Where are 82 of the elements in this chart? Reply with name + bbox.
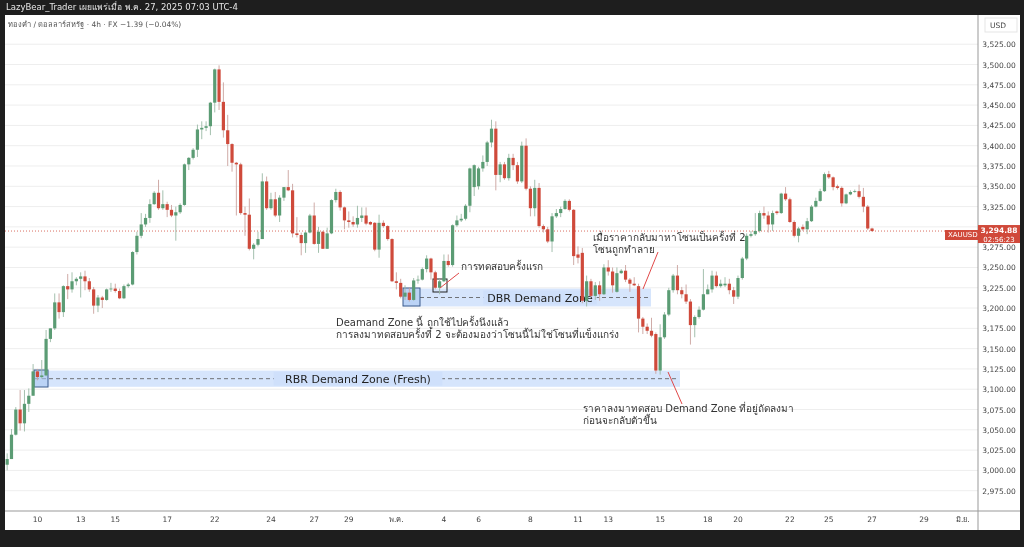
candlestick xyxy=(762,206,766,220)
annotation: เมื่อราคากลับมาหาโซนเป็นครั้งที่ 2 โซนถูกทำลาย xyxy=(593,232,746,255)
candlestick xyxy=(347,211,351,229)
candlestick xyxy=(40,359,44,380)
candlestick xyxy=(861,187,865,213)
candlestick xyxy=(745,232,749,261)
candlestick xyxy=(866,204,870,231)
candlestick xyxy=(394,271,398,290)
candlestick xyxy=(779,192,783,215)
candlestick xyxy=(515,161,520,185)
candlestick xyxy=(740,256,744,281)
candlestick xyxy=(156,179,161,211)
candlestick xyxy=(174,206,178,242)
candlestick xyxy=(615,267,619,294)
candlestick xyxy=(364,206,368,226)
candlestick xyxy=(273,191,277,218)
candlestick xyxy=(749,230,753,238)
candlestick xyxy=(195,124,200,158)
candlestick xyxy=(662,311,667,340)
candlestick xyxy=(701,268,705,311)
candlestick xyxy=(472,163,476,197)
candlestick xyxy=(269,192,273,211)
candlestick xyxy=(161,189,165,211)
candlestick xyxy=(204,120,208,132)
candlestick xyxy=(455,215,459,228)
candlestick xyxy=(278,194,282,223)
candlestick xyxy=(628,277,632,293)
candlestick xyxy=(684,284,688,305)
candlestick xyxy=(316,226,321,254)
candlestick xyxy=(507,153,511,182)
candlestick xyxy=(511,153,515,171)
candlestick xyxy=(57,292,61,320)
candlestick xyxy=(399,278,403,299)
candlestick xyxy=(92,286,96,315)
candlestick xyxy=(70,271,74,294)
candlestick xyxy=(688,298,693,346)
candlestick xyxy=(736,275,740,300)
candlestick xyxy=(598,280,602,302)
candlestick xyxy=(442,254,446,283)
candlestick xyxy=(27,387,31,413)
candlestick xyxy=(208,101,213,136)
candlestick xyxy=(840,185,844,208)
annotation: Deamand Zone นี้ ถูกใช้ไปครั้งนึงแล้ว การลงมาทดสอบครั้งที่ 2 จะต้องมองว่าโซนนี้ไม่ใช่โซนที่แข็งแกร่ง xyxy=(336,317,619,340)
candlestick xyxy=(533,179,537,217)
candlestick xyxy=(822,172,827,193)
candlestick xyxy=(758,210,762,234)
candlestick xyxy=(641,316,645,335)
candlestick xyxy=(148,198,152,224)
candlestick xyxy=(770,210,775,232)
band-label: RBR Demand Zone (Fresh) xyxy=(285,372,431,386)
candlestick xyxy=(775,210,779,216)
candlestick xyxy=(429,257,433,281)
candlestick xyxy=(256,231,260,247)
candlestick xyxy=(139,212,143,239)
candlestick xyxy=(753,212,757,237)
candlestick xyxy=(697,305,701,320)
candlestick xyxy=(299,232,303,256)
candlestick xyxy=(286,169,290,192)
candlestick xyxy=(226,114,230,167)
annotation: การทดสอบครั้งแรก xyxy=(461,261,543,272)
candlestick xyxy=(79,271,83,298)
candlestick xyxy=(710,270,714,294)
candlestick xyxy=(338,189,342,212)
candlestick xyxy=(135,231,139,255)
candlestick xyxy=(528,185,533,217)
candlestick xyxy=(412,277,416,302)
annotation: ราคาลงมาทดสอบ Demand Zone ที่อยู่ถัดลงมา ก่อนจะกลับตัวขึ้น xyxy=(583,403,795,426)
candlestick xyxy=(403,284,407,301)
candlestick xyxy=(788,197,792,224)
candlestick xyxy=(96,294,100,313)
candlestick xyxy=(22,389,27,432)
candlestick xyxy=(476,166,481,190)
candlestick xyxy=(325,227,329,250)
candlestick xyxy=(230,142,234,173)
candlestick xyxy=(433,270,437,290)
candlestick xyxy=(693,314,697,338)
candlestick xyxy=(485,140,489,167)
chart-subtitle: LazyBear_Trader เผยแพร่เมื่อ พ.ค. 27, 2025 07:03 UTC-4 xyxy=(6,1,238,12)
candlestick xyxy=(83,270,87,291)
candlestick xyxy=(498,161,502,183)
candlestick xyxy=(66,273,70,300)
candlestick xyxy=(857,184,861,199)
